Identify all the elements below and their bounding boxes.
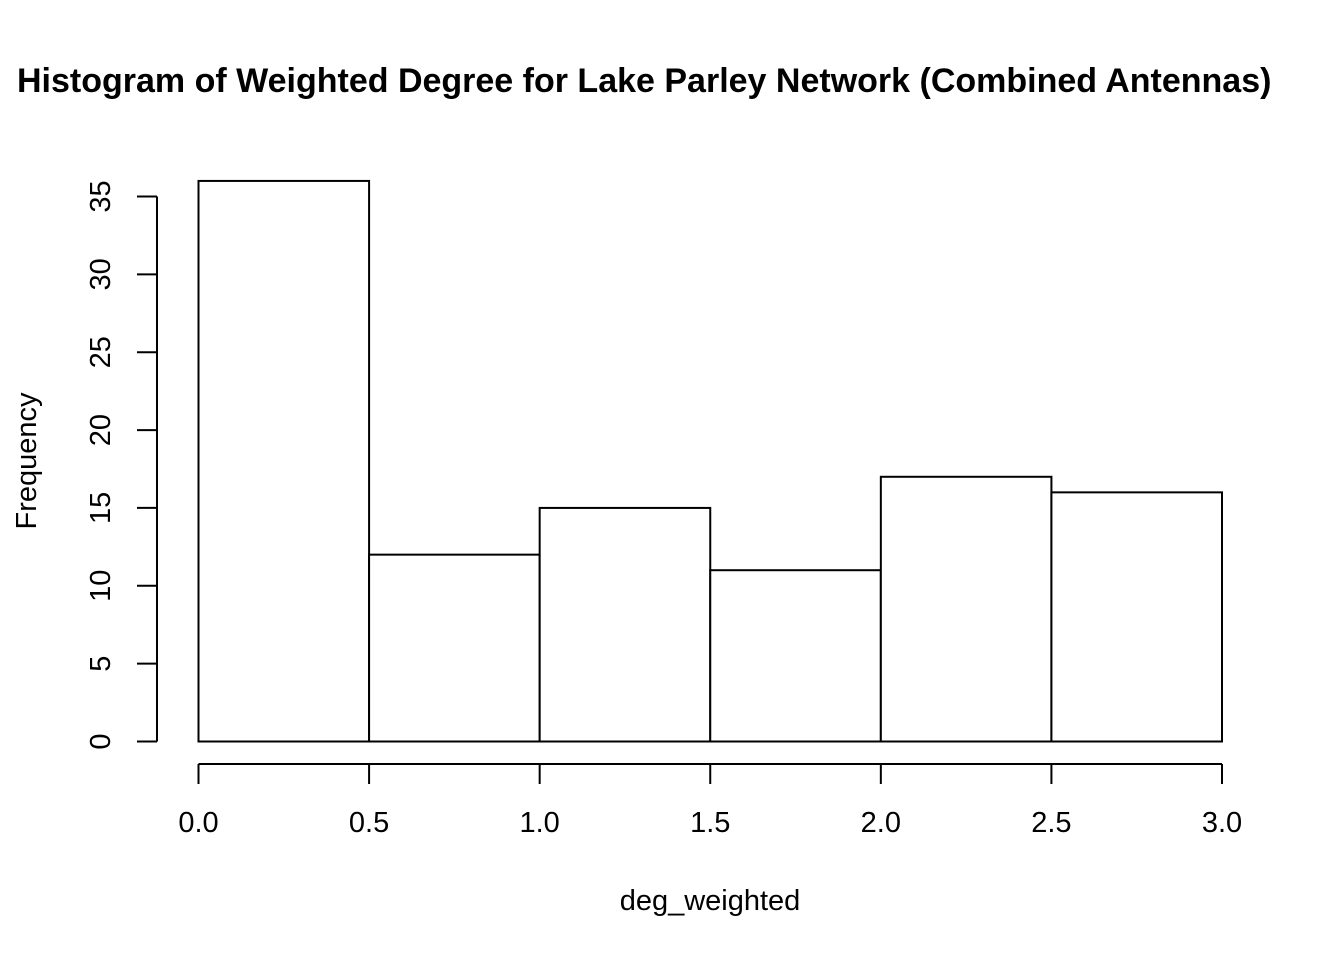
x-axis: 0.0 0.5 1.0 1.5 2.0 2.5 3.0 — [178, 763, 1242, 839]
y-tick-label: 35 — [85, 180, 117, 212]
y-tick-label: 30 — [85, 258, 117, 290]
y-tick-label: 10 — [85, 570, 117, 602]
histogram-bar — [709, 569, 882, 743]
histogram-bar — [1050, 491, 1223, 743]
histogram-bar — [368, 553, 541, 743]
histogram-bar — [197, 179, 371, 743]
y-axis-label: Frequency — [11, 392, 43, 530]
histogram-bar — [538, 506, 712, 743]
x-tick-label: 2.5 — [1031, 807, 1071, 839]
y-tick-label: 0 — [85, 733, 117, 749]
x-tick-label: 3.0 — [1202, 807, 1242, 839]
x-axis-label: deg_weighted — [620, 885, 801, 917]
x-tick-label: 1.0 — [520, 807, 560, 839]
bars-group — [197, 179, 1223, 743]
x-tick-label: 2.0 — [861, 807, 901, 839]
histogram-bar — [879, 475, 1053, 743]
y-tick-label: 5 — [85, 656, 117, 672]
x-tick-label: 0.5 — [349, 807, 389, 839]
y-axis: 0 5 10 15 20 25 30 35 — [85, 180, 158, 750]
x-tick-label: 1.5 — [690, 807, 730, 839]
y-tick-label: 20 — [85, 414, 117, 446]
x-tick-label: 0.0 — [178, 807, 218, 839]
y-tick-label: 15 — [85, 492, 117, 524]
chart-title: Histogram of Weighted Degree for Lake Pa… — [17, 62, 1271, 100]
y-tick-label: 25 — [85, 336, 117, 368]
